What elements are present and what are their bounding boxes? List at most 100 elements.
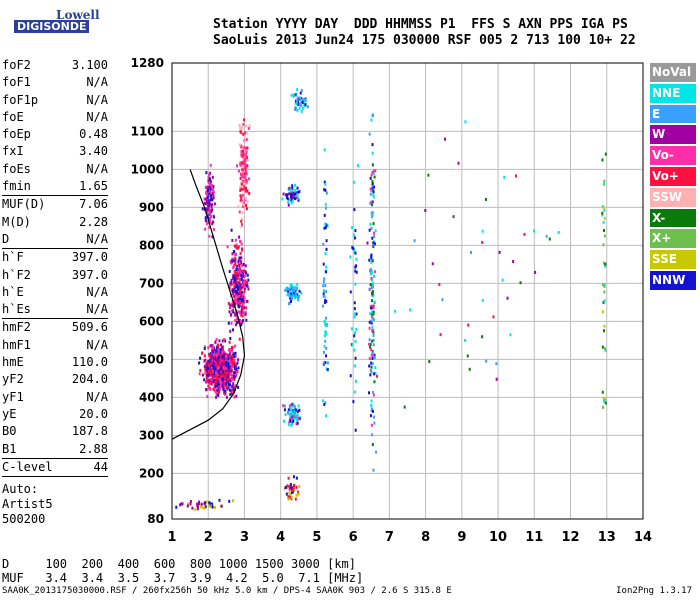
echo-point <box>245 124 248 128</box>
echo-point <box>293 405 296 409</box>
echo-point <box>232 352 235 356</box>
echo-point <box>209 351 212 355</box>
echo-point <box>294 197 297 201</box>
echo-point <box>372 241 375 245</box>
echo-point <box>291 184 294 188</box>
echo-point <box>371 186 374 190</box>
echo-point <box>215 395 218 399</box>
echo-point <box>372 193 375 197</box>
echo-point <box>234 273 237 277</box>
echo-point <box>246 285 249 289</box>
echo-point <box>372 393 375 397</box>
y-tick-label: 700 <box>139 276 164 290</box>
echo-point <box>291 412 294 416</box>
echo-point <box>294 497 297 501</box>
echo-point <box>206 193 209 197</box>
echo-point <box>602 206 605 210</box>
echo-point <box>194 508 197 512</box>
echo-point <box>245 318 248 322</box>
echo-point <box>325 354 328 358</box>
echo-point <box>222 377 225 381</box>
param-label: foF2 <box>2 58 31 72</box>
echo-point <box>239 176 242 180</box>
echo-point <box>601 405 604 409</box>
echo-point <box>246 200 249 204</box>
echo-point <box>356 164 359 168</box>
echo-point <box>243 172 246 176</box>
echo-point <box>234 292 237 296</box>
echo-point <box>204 197 207 201</box>
echo-point <box>287 476 290 480</box>
echo-point <box>294 287 297 291</box>
echo-point <box>248 177 251 181</box>
echo-point <box>231 259 234 263</box>
echo-point <box>288 405 291 409</box>
echo-point <box>353 208 356 212</box>
echo-point <box>233 295 236 299</box>
echo-point <box>354 356 357 360</box>
echo-point <box>237 320 240 324</box>
echo-point <box>286 193 289 197</box>
echo-point <box>243 118 246 122</box>
echo-point <box>241 301 244 305</box>
echo-point <box>225 363 228 367</box>
echo-point <box>304 103 307 107</box>
echo-point <box>238 292 241 296</box>
echo-point <box>230 389 233 393</box>
echo-point <box>293 93 296 97</box>
echo-point <box>289 291 292 295</box>
echo-point <box>208 353 211 357</box>
echo-point <box>243 187 246 191</box>
echo-point <box>240 195 243 199</box>
param-value: 44 <box>93 459 108 474</box>
echo-point <box>211 355 214 359</box>
echo-point <box>324 339 327 343</box>
echo-point <box>228 365 231 369</box>
echo-point <box>208 501 211 505</box>
echo-point <box>218 498 221 502</box>
echo-point <box>403 405 406 409</box>
echo-point <box>205 219 208 223</box>
param-row: yF2 204.0 <box>2 371 108 388</box>
echo-point <box>246 189 249 193</box>
echo-point <box>216 366 219 370</box>
echo-point <box>212 353 215 357</box>
echo-point <box>501 278 504 282</box>
echo-point <box>208 225 211 229</box>
echo-point <box>298 289 301 293</box>
echo-point <box>232 266 235 270</box>
lowell-digisonde-logo: Lowell DIGISONDE <box>6 4 116 44</box>
echo-point <box>205 387 208 391</box>
echo-point <box>291 295 294 299</box>
echo-point <box>372 305 375 309</box>
echo-point <box>371 114 374 118</box>
echo-point <box>370 278 373 282</box>
param-label: fmin <box>2 179 31 194</box>
echo-point <box>296 96 299 100</box>
echo-point <box>374 270 377 274</box>
echo-point <box>369 414 372 418</box>
param-value: 2.88 <box>79 441 108 456</box>
echo-point <box>198 500 201 504</box>
echo-point <box>234 323 237 327</box>
echo-point <box>371 433 374 437</box>
echo-point <box>289 296 292 300</box>
echo-point <box>237 245 240 249</box>
echo-point <box>234 259 237 263</box>
echo-point <box>236 299 239 303</box>
echo-point <box>299 91 302 95</box>
echo-point <box>196 505 199 509</box>
echo-point <box>228 269 231 273</box>
echo-point <box>604 401 607 405</box>
echo-point <box>244 203 247 207</box>
param-label: D <box>2 231 10 246</box>
echo-point <box>204 207 207 211</box>
echo-point <box>231 292 234 296</box>
echo-point <box>372 338 375 342</box>
echo-point <box>215 364 218 368</box>
echo-point <box>233 283 236 287</box>
echo-point <box>206 395 209 399</box>
echo-point <box>209 355 212 359</box>
echo-point <box>219 374 222 378</box>
echo-point <box>557 231 560 235</box>
